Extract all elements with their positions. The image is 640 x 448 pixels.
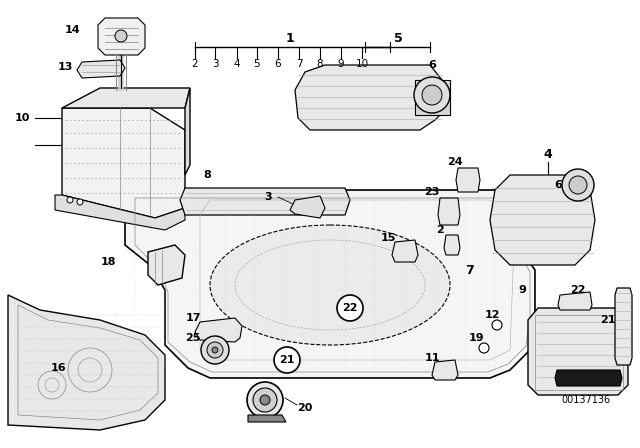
Text: 16: 16 [50, 363, 66, 373]
Text: 8: 8 [203, 170, 211, 180]
Circle shape [337, 295, 363, 321]
Text: 5: 5 [253, 59, 260, 69]
Circle shape [569, 176, 587, 194]
Text: 9: 9 [518, 285, 526, 295]
Polygon shape [295, 65, 445, 130]
Text: 1: 1 [285, 31, 294, 44]
Circle shape [479, 343, 489, 353]
Polygon shape [185, 88, 190, 175]
Polygon shape [125, 190, 535, 378]
Text: 15: 15 [380, 233, 396, 243]
Polygon shape [8, 295, 165, 430]
Polygon shape [55, 195, 185, 230]
Circle shape [201, 336, 229, 364]
Polygon shape [148, 245, 185, 285]
Text: 11: 11 [424, 353, 440, 363]
Text: 20: 20 [298, 403, 313, 413]
Polygon shape [180, 188, 350, 215]
Text: 24: 24 [447, 157, 463, 167]
Polygon shape [195, 318, 242, 342]
Circle shape [247, 382, 283, 418]
Polygon shape [62, 88, 190, 108]
Bar [535, 315, 623, 390]
Text: 23: 23 [424, 187, 440, 197]
Text: 17: 17 [185, 313, 201, 323]
Polygon shape [415, 80, 450, 115]
Polygon shape [290, 196, 325, 218]
Text: 21: 21 [279, 355, 295, 365]
Text: 7: 7 [466, 263, 474, 276]
Text: 14: 14 [65, 25, 81, 35]
Text: 6: 6 [275, 59, 282, 69]
Text: 25: 25 [186, 333, 201, 343]
Circle shape [212, 347, 218, 353]
Text: 4: 4 [234, 59, 240, 69]
Polygon shape [528, 308, 628, 395]
Polygon shape [558, 292, 592, 310]
Polygon shape [438, 198, 460, 225]
Text: 12: 12 [484, 310, 500, 320]
Circle shape [422, 85, 442, 105]
Circle shape [77, 199, 83, 205]
Text: 8: 8 [317, 59, 323, 69]
Circle shape [492, 320, 502, 330]
Circle shape [260, 395, 270, 405]
Polygon shape [615, 288, 632, 365]
Text: 4: 4 [543, 148, 552, 161]
Text: 10: 10 [14, 113, 29, 123]
Text: 2: 2 [436, 225, 444, 235]
Polygon shape [392, 240, 418, 262]
Text: 21: 21 [600, 315, 616, 325]
Polygon shape [62, 108, 185, 218]
Text: 3: 3 [264, 192, 272, 202]
Polygon shape [444, 235, 460, 255]
Circle shape [207, 342, 223, 358]
Text: 7: 7 [296, 59, 302, 69]
Polygon shape [555, 370, 622, 386]
Text: 5: 5 [394, 31, 403, 44]
Text: 9: 9 [338, 59, 344, 69]
Polygon shape [98, 18, 145, 55]
Polygon shape [490, 175, 595, 265]
Text: 00137136: 00137136 [561, 395, 611, 405]
Text: 22: 22 [570, 285, 586, 295]
Polygon shape [456, 168, 480, 192]
Circle shape [274, 347, 300, 373]
Text: 22: 22 [342, 303, 358, 313]
Polygon shape [248, 415, 286, 422]
Circle shape [414, 77, 450, 113]
Circle shape [115, 30, 127, 42]
Text: 19: 19 [468, 333, 484, 343]
Text: 13: 13 [58, 62, 73, 72]
Text: 6: 6 [428, 60, 436, 70]
Circle shape [67, 197, 73, 203]
Text: 10: 10 [355, 59, 369, 69]
Text: 18: 18 [100, 257, 116, 267]
Text: 2: 2 [192, 59, 198, 69]
Circle shape [562, 169, 594, 201]
Text: 6: 6 [554, 180, 562, 190]
Polygon shape [77, 60, 125, 78]
Polygon shape [432, 360, 458, 380]
Circle shape [253, 388, 277, 412]
Ellipse shape [210, 225, 450, 345]
Text: 3: 3 [212, 59, 218, 69]
